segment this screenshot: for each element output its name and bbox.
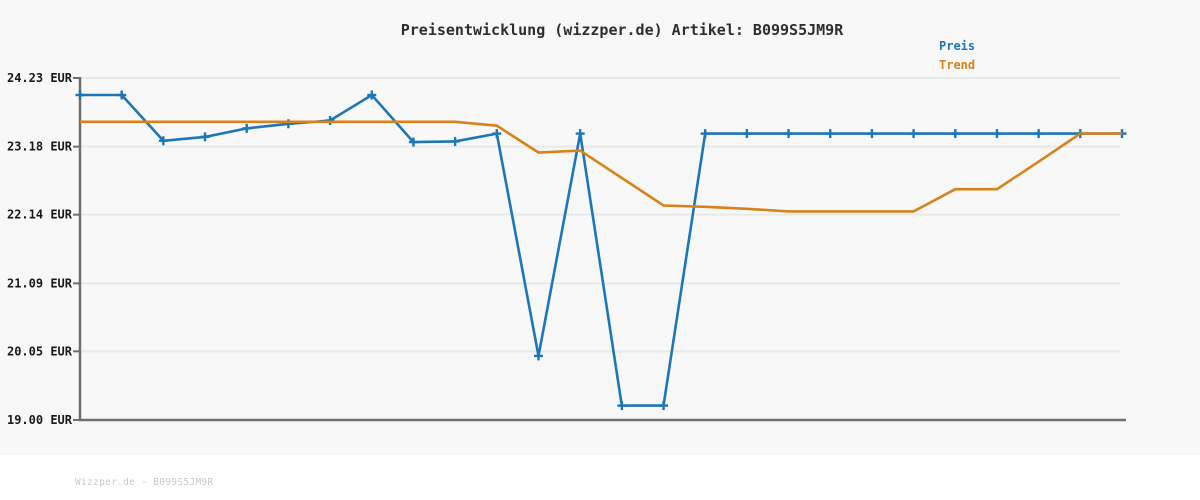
plot-background: [0, 0, 1200, 455]
footer-watermark: Wizzper.de - B099S5JM9R: [75, 477, 214, 488]
trend-line: [80, 120, 1122, 213]
y-axis-tick-label: 20.05 EUR: [7, 344, 73, 358]
legend-item-preis: Preis: [939, 39, 976, 53]
legend: Preis Trend: [939, 40, 1059, 78]
preis-line: [80, 93, 1122, 407]
y-axis-tick-label: 19.00 EUR: [7, 413, 73, 427]
y-axis-tick-label: 21.09 EUR: [7, 276, 73, 290]
price-chart-plot: 24.23 EUR 23.18 EUR 22.14 EUR 21.09 EUR 20.0…: [7, 71, 1127, 427]
y-axis-tick-label: 22.14 EUR: [7, 208, 73, 222]
y-axis-tick-label: 23.18 EUR: [7, 140, 73, 154]
y-axis-tick-label: 24.23 EUR: [7, 71, 73, 85]
footer-strip: Wizzper.de - B099S5JM9R: [0, 455, 1200, 500]
legend-item-trend: Trend: [939, 58, 976, 72]
chart-title: Preisentwicklung (wizzper.de) Artikel: B…: [400, 21, 844, 39]
